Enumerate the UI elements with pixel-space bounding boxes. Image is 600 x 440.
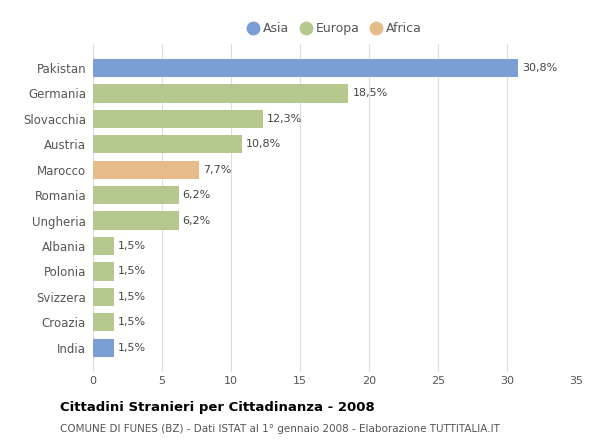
Bar: [93, 237, 114, 255]
Text: 1,5%: 1,5%: [118, 267, 146, 276]
Text: 1,5%: 1,5%: [118, 292, 146, 302]
Text: 1,5%: 1,5%: [118, 317, 146, 327]
Text: COMUNE DI FUNES (BZ) - Dati ISTAT al 1° gennaio 2008 - Elaborazione TUTTITALIA.I: COMUNE DI FUNES (BZ) - Dati ISTAT al 1° …: [60, 424, 500, 434]
Text: 10,8%: 10,8%: [246, 139, 281, 149]
Text: 30,8%: 30,8%: [522, 63, 557, 73]
Bar: [93, 288, 114, 306]
Bar: [93, 186, 179, 204]
Bar: [93, 313, 114, 331]
Bar: [93, 262, 114, 281]
Bar: [93, 59, 518, 77]
Text: 6,2%: 6,2%: [182, 216, 211, 226]
Legend: Asia, Europa, Africa: Asia, Europa, Africa: [242, 18, 427, 40]
Bar: [93, 339, 114, 357]
Bar: [93, 135, 242, 154]
Bar: [93, 212, 179, 230]
Text: 12,3%: 12,3%: [267, 114, 302, 124]
Bar: [93, 161, 199, 179]
Text: 6,2%: 6,2%: [182, 190, 211, 200]
Text: 1,5%: 1,5%: [118, 343, 146, 353]
Text: 7,7%: 7,7%: [203, 165, 232, 175]
Bar: [93, 84, 348, 103]
Text: 1,5%: 1,5%: [118, 241, 146, 251]
Text: Cittadini Stranieri per Cittadinanza - 2008: Cittadini Stranieri per Cittadinanza - 2…: [60, 401, 375, 414]
Text: 18,5%: 18,5%: [352, 88, 388, 99]
Bar: [93, 110, 263, 128]
